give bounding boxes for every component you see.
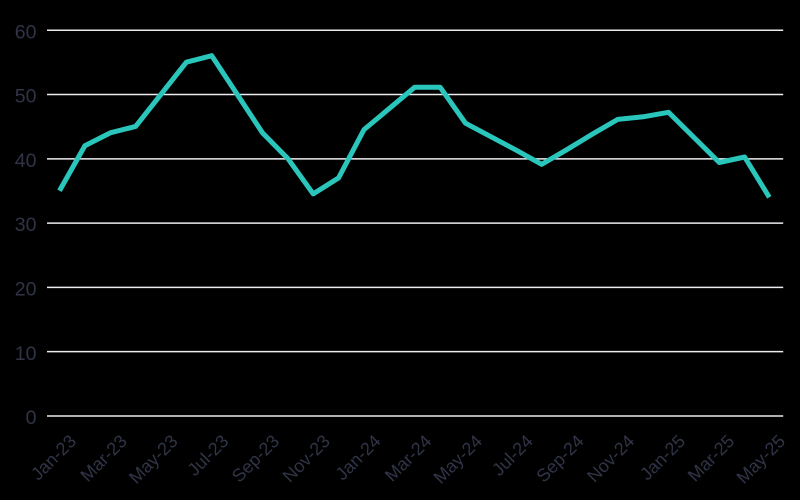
svg-text:30: 30 bbox=[15, 214, 37, 236]
svg-text:60: 60 bbox=[15, 21, 37, 43]
svg-text:50: 50 bbox=[15, 86, 37, 108]
svg-text:40: 40 bbox=[15, 150, 37, 172]
svg-text:10: 10 bbox=[15, 343, 37, 365]
svg-text:20: 20 bbox=[15, 278, 37, 300]
svg-text:0: 0 bbox=[26, 407, 37, 429]
